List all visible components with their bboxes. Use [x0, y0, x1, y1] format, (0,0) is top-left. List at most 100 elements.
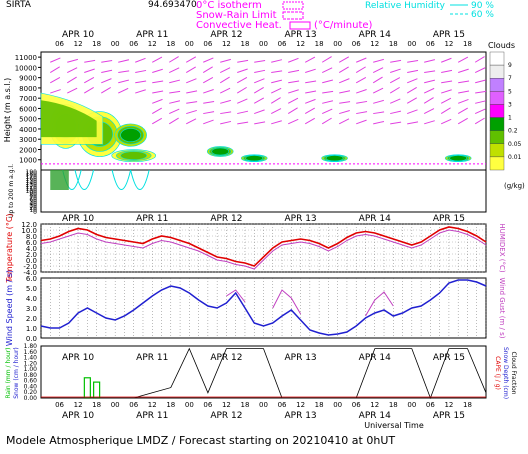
wind-arrow — [407, 60, 419, 63]
clouds-legend-swatch — [489, 51, 505, 66]
footer-title: Modele Atmospherique LMDZ / Forecast sta… — [6, 434, 395, 447]
wind-arrow — [441, 80, 453, 84]
cloud-patch — [449, 155, 467, 162]
wind-arrow — [254, 69, 266, 74]
station-altitude: 94.693470 — [148, 0, 197, 10]
hour-label-bottom: 18 — [166, 401, 175, 409]
lowlevel-tick-label: 20 — [29, 205, 37, 212]
wind-tick-label: 6.0 — [26, 275, 37, 283]
wind-arrow — [151, 117, 163, 125]
legend-isotherm: 0°C isotherm — [196, 0, 262, 11]
wind-arrow — [287, 97, 299, 104]
wind-arrow — [407, 121, 419, 125]
humidex-axis-label: HUMIDEX (°C) — [498, 223, 506, 272]
precip-panel-frame — [40, 345, 487, 399]
hour-label-bottom: 18 — [92, 401, 101, 409]
wind-arrow — [287, 107, 298, 114]
hour-label-top: 18 — [240, 40, 249, 48]
wind-arrow — [474, 56, 485, 63]
wind-arrow — [406, 97, 418, 104]
hour-label-bottom: 06 — [129, 401, 138, 409]
wind-arrow — [457, 107, 468, 114]
clouds-legend-title: Clouds — [488, 41, 515, 50]
date-label-bottom: APR 10 — [62, 411, 94, 421]
clouds-legend-level: 9 — [508, 62, 512, 69]
clouds-legend-swatch — [489, 64, 505, 79]
wind-arrow — [389, 86, 400, 94]
lowlevel-tick-label: 10 — [29, 207, 37, 214]
height-tick-label: 7000 — [19, 95, 37, 103]
wind-arrow — [186, 109, 197, 115]
wind-arrow — [305, 90, 317, 94]
hour-label-top: 06 — [352, 40, 361, 48]
wind-arrow — [237, 59, 249, 63]
wind-arrow — [186, 90, 198, 94]
wind-arrow — [84, 68, 95, 73]
wind-tick-label: 3.0 — [26, 305, 37, 313]
hour-label-bottom: 18 — [389, 401, 398, 409]
cloud-deck-day1-core — [41, 100, 97, 138]
wind-speed-line — [40, 279, 487, 336]
wind-arrow — [202, 66, 213, 73]
clouds-legend-level: 5 — [508, 88, 512, 95]
date-label-precip: APR 12 — [210, 353, 242, 363]
wind-arrow — [474, 108, 486, 115]
wind-arrow — [186, 101, 198, 104]
rh-contour-low — [111, 169, 132, 190]
wind-arrow — [475, 100, 487, 104]
hour-label-top: 06 — [203, 40, 212, 48]
clouds-legend-level: 0.05 — [508, 141, 522, 148]
date-label-precip: APR 13 — [285, 353, 317, 363]
precip-tick-label: 0.60 — [24, 378, 38, 385]
wind-arrow — [67, 76, 77, 84]
wind-arrow — [373, 58, 384, 63]
wind-arrow — [185, 56, 197, 63]
wind-arrow — [355, 66, 366, 73]
wind-arrow — [372, 67, 384, 73]
cloud-fraction-line — [41, 347, 487, 400]
station-name: SIRTA — [6, 0, 32, 10]
wind-arrow — [373, 120, 385, 125]
height-tick-label: 11000 — [15, 54, 37, 62]
lowlevel-tick-label: 100 — [26, 188, 38, 195]
wind-arrow — [440, 97, 452, 104]
wind-arrow — [372, 76, 383, 84]
wind-arrow — [220, 67, 231, 73]
hour-label-bottom: 12 — [222, 401, 231, 409]
wind-arrow — [339, 90, 351, 94]
wind-arrow — [322, 90, 334, 94]
wind-arrow — [135, 57, 146, 63]
height-tick-label: 3000 — [19, 136, 37, 144]
wind-arrow — [203, 100, 215, 104]
hour-label-top: 12 — [74, 40, 83, 48]
wind-arrow — [237, 98, 248, 104]
date-label-precip: APR 15 — [433, 353, 465, 363]
date-label-precip: APR 14 — [359, 353, 391, 363]
wind-arrow — [219, 76, 230, 84]
hour-label-bottom: 12 — [148, 401, 157, 409]
hour-label-bottom: 18 — [463, 401, 472, 409]
wind-arrow — [253, 97, 265, 104]
wind-arrow — [390, 121, 402, 125]
wind-arrow — [237, 110, 249, 115]
wind-arrow — [135, 80, 147, 84]
wind-arrow — [304, 117, 315, 125]
wind-arrow — [321, 117, 332, 125]
legend-convective-swatch — [289, 21, 311, 30]
wind-arrow — [220, 99, 231, 104]
wind-arrow — [203, 111, 215, 115]
wind-arrow — [407, 109, 418, 115]
hour-label-top: 18 — [166, 40, 175, 48]
clouds-legend-level: 7 — [508, 75, 512, 82]
legend-rh-90: 90 % — [471, 1, 494, 11]
height-tick-label: 5000 — [19, 116, 37, 124]
wind-arrow — [237, 121, 249, 125]
clouds-legend-swatch — [489, 143, 505, 158]
hour-label-top: 12 — [222, 40, 231, 48]
lowlevel-tick-label: 170 — [26, 173, 38, 180]
wind-arrow — [101, 60, 113, 63]
wind-arrow — [186, 78, 197, 84]
wind-arrow — [407, 69, 419, 74]
wind-arrow — [270, 97, 281, 104]
wind-gust-line — [226, 289, 394, 317]
